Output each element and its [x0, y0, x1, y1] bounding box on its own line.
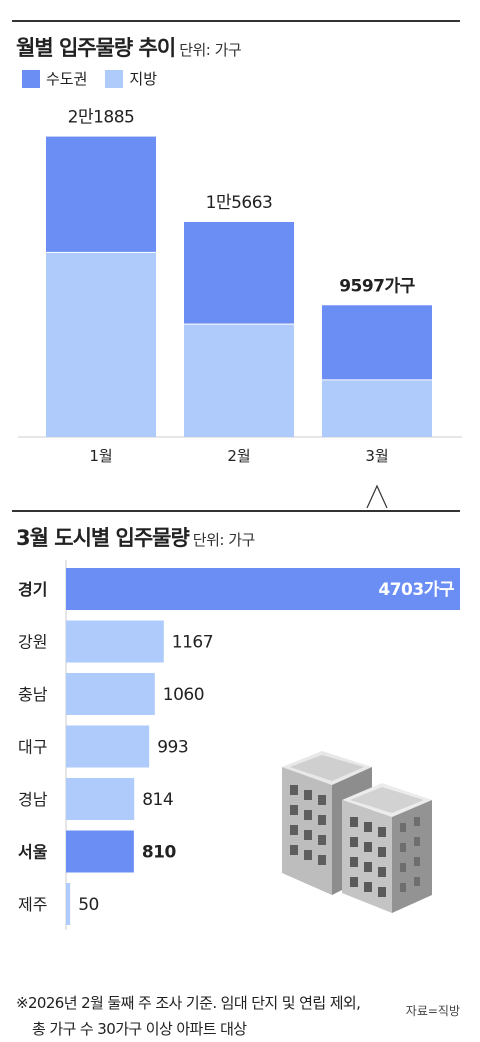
- city-label: 서울: [18, 843, 48, 862]
- monthly-chart-unit: 단위: 가구: [179, 41, 242, 59]
- value-label: 50: [78, 895, 99, 915]
- bar-local: [46, 251, 156, 437]
- category-label: 2월: [227, 447, 250, 465]
- middle-rule: [12, 510, 460, 512]
- apartment-buildings-icon: [282, 751, 432, 913]
- city-chart-title: 3월 도시별 입주물량 단위: 가구: [16, 522, 255, 552]
- legend-label-local: 지방: [129, 70, 158, 88]
- category-label: 1월: [89, 447, 112, 465]
- source-credit: 자료=직방: [405, 1004, 460, 1018]
- city-label: 제주: [18, 895, 47, 914]
- total-label: 2만1885: [68, 108, 135, 128]
- city-label: 강원: [18, 633, 47, 652]
- value-label: 993: [157, 738, 188, 758]
- monthly-stacked-bar-chart: 2만1885 1월 1만5663 2월 9597가구 3월: [18, 108, 462, 509]
- value-label: 1060: [163, 685, 204, 705]
- city-bar: [66, 883, 71, 925]
- city-bar: [66, 830, 134, 873]
- bar-local: [322, 379, 432, 437]
- city-label: 경기: [18, 580, 47, 599]
- top-rule: [12, 20, 460, 22]
- city-label: 대구: [18, 738, 47, 757]
- value-label: 810: [142, 843, 177, 863]
- legend-label-capital: 수도권: [46, 70, 88, 88]
- city-chart-title-text: 3월 도시별 입주물량: [16, 526, 190, 550]
- bar-capital: [46, 136, 156, 252]
- callout-caret: [366, 484, 388, 509]
- monthly-chart-title-text: 월별 입주물량 추이: [16, 36, 176, 60]
- city-bar: [66, 725, 150, 768]
- city-label: 경남: [18, 790, 48, 809]
- bar-local: [184, 323, 294, 437]
- bar-capital: [184, 221, 294, 324]
- footnote: ※2026년 2월 둘째 주 조사 기준. 임대 단지 및 연립 제외, 총 가…: [16, 990, 361, 1042]
- monthly-chart-title: 월별 입주물량 추이 단위: 가구: [16, 32, 242, 62]
- legend-swatch-capital: [22, 69, 40, 88]
- city-bar: [66, 778, 135, 820]
- city-label: 충남: [18, 685, 48, 704]
- city-chart-unit: 단위: 가구: [192, 531, 256, 549]
- value-label: 1167: [172, 633, 213, 653]
- footnote-line-2: 총 가구 수 30가구 이상 아파트 대상: [32, 1020, 247, 1038]
- total-label: 1만5663: [206, 193, 273, 213]
- city-bar: [66, 620, 164, 663]
- monthly-chart-legend: 수도권 지방: [22, 68, 175, 89]
- category-label: 3월: [365, 447, 388, 465]
- footnote-line-1: ※2026년 2월 둘째 주 조사 기준. 임대 단지 및 연립 제외,: [16, 994, 361, 1012]
- bar-capital: [322, 305, 432, 380]
- value-label: 814: [142, 790, 173, 810]
- legend-swatch-local: [105, 69, 124, 88]
- city-bar: [66, 673, 155, 715]
- total-label: 9597가구: [339, 276, 415, 296]
- city-bar: [66, 568, 460, 610]
- value-label: 4703가구: [378, 580, 454, 600]
